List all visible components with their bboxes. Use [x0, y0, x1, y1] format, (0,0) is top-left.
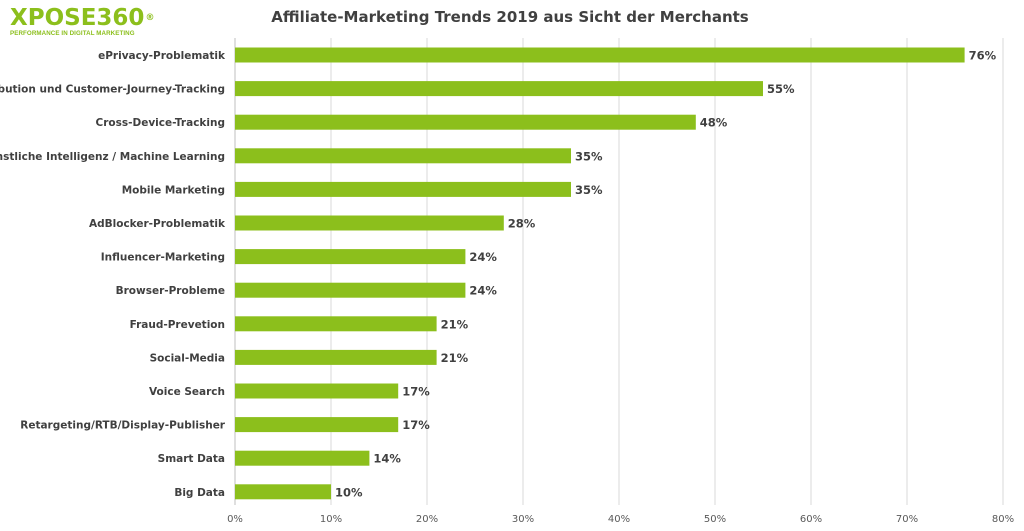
x-tick-label: 50%: [704, 514, 726, 525]
category-label: Retargeting/RTB/Display-Publisher: [20, 420, 226, 432]
bar: [235, 316, 437, 332]
value-label: 10%: [335, 485, 363, 499]
bar: [235, 81, 763, 97]
value-label: 24%: [469, 250, 497, 264]
x-tick-label: 20%: [416, 514, 438, 525]
x-tick-label: 40%: [608, 514, 630, 525]
chart-title: Affiliate-Marketing Trends 2019 aus Sich…: [271, 8, 749, 26]
category-label: Fraud-Prevetion: [130, 319, 225, 331]
x-tick-label: 60%: [800, 514, 822, 525]
value-label: 21%: [441, 317, 469, 331]
category-label: Attribution und Customer-Journey-Trackin…: [0, 84, 225, 96]
value-label: 28%: [508, 217, 536, 231]
x-tick-label: 0%: [227, 514, 243, 525]
x-axis-ticks: 0% 10% 20% 30% 40% 50% 60% 70% 80%: [227, 514, 1014, 525]
logo-name: XPOSE360: [10, 5, 145, 31]
category-label: Social-Media: [150, 352, 225, 364]
bar: [235, 215, 504, 231]
category-label: AI - Künstliche Intelligenz / Machine Le…: [0, 151, 225, 163]
category-labels: ePrivacy-Problematik Attribution und Cust…: [0, 50, 226, 499]
category-label: Cross-Device-Tracking: [96, 117, 225, 129]
value-labels: 76% 55% 48% 35% 35% 28% 24% 24% 21% 21% 17% 17% 14% 1…: [335, 49, 997, 500]
category-label: Browser-Probleme: [116, 285, 225, 297]
bar: [235, 282, 466, 298]
x-tick-label: 70%: [896, 514, 918, 525]
bar: [235, 417, 399, 433]
category-label: AdBlocker-Problematik: [89, 218, 226, 230]
value-label: 76%: [969, 49, 997, 63]
x-tick-label: 80%: [992, 514, 1014, 525]
value-label: 35%: [575, 149, 603, 163]
bar: [235, 148, 571, 164]
bar: [235, 349, 437, 365]
bar: [235, 383, 399, 399]
value-label: 14%: [373, 452, 401, 466]
logo: XPOSE360® PERFORMANCE IN DIGITAL MARKETI…: [10, 6, 154, 37]
registered-mark: ®: [145, 13, 155, 23]
value-label: 21%: [441, 351, 469, 365]
category-label: Mobile Marketing: [122, 184, 225, 196]
bars: [235, 47, 965, 500]
bar: [235, 249, 466, 265]
category-label: Influencer-Marketing: [101, 252, 225, 264]
bar: [235, 181, 571, 197]
logo-tagline: PERFORMANCE IN DIGITAL MARKETING: [10, 30, 135, 37]
category-label: ePrivacy-Problematik: [98, 50, 226, 62]
value-label: 48%: [700, 116, 728, 130]
category-label: Big Data: [174, 487, 225, 499]
value-label: 17%: [402, 418, 430, 432]
bar: [235, 450, 370, 466]
category-label: Voice Search: [149, 386, 225, 398]
bar: [235, 47, 965, 63]
bar: [235, 484, 331, 500]
x-tick-label: 30%: [512, 514, 534, 525]
x-tick-label: 10%: [320, 514, 342, 525]
value-label: 24%: [469, 284, 497, 298]
value-label: 17%: [402, 385, 430, 399]
bar: [235, 114, 696, 130]
category-label: Smart Data: [158, 453, 225, 465]
grid-lines: [234, 38, 1004, 505]
value-label: 35%: [575, 183, 603, 197]
value-label: 55%: [767, 82, 795, 96]
